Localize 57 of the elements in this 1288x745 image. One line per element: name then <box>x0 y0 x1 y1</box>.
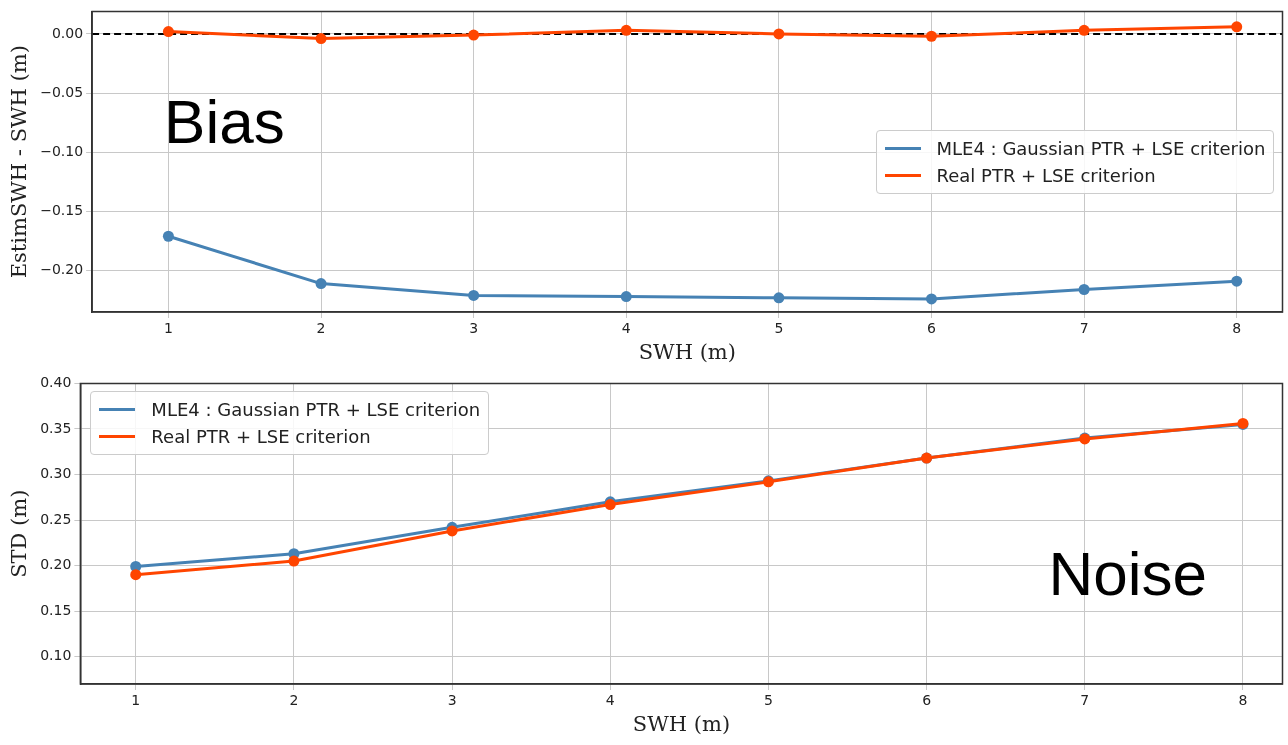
x-tick-label: 6 <box>927 320 937 337</box>
point <box>1078 24 1090 36</box>
y-tick-label: 0.35 <box>40 419 72 436</box>
legend-label: Real PTR + LSE criterion <box>151 426 371 448</box>
point <box>468 289 480 301</box>
x-tick-label: 3 <box>447 692 457 709</box>
x-tick-label: 1 <box>131 692 141 709</box>
y-tick-label: 0.20 <box>40 556 72 573</box>
y-axis-title: STD (m) <box>7 489 32 578</box>
x-tick-label: 4 <box>605 692 615 709</box>
point <box>620 24 632 36</box>
y-tick-label: −0.15 <box>40 202 84 219</box>
x-tick-label: 7 <box>1079 320 1089 337</box>
x-tick-label: 5 <box>763 692 773 709</box>
y-tick-label: −0.10 <box>40 142 84 159</box>
point <box>468 29 480 41</box>
point <box>130 569 142 581</box>
y-tick-label: 0.25 <box>40 510 72 527</box>
x-tick-label: 7 <box>1080 692 1090 709</box>
legend-label: MLE4 : Gaussian PTR + LSE criterion <box>151 399 481 421</box>
point <box>315 33 327 45</box>
y-tick-label: 0.10 <box>40 647 72 664</box>
legend-label: MLE4 : Gaussian PTR + LSE criterion <box>936 137 1266 159</box>
x-tick-label: 3 <box>469 320 479 337</box>
y-tick-label: 0.30 <box>40 465 72 482</box>
x-axis-title: SWH (m) <box>638 339 736 364</box>
point <box>773 292 785 304</box>
x-tick-label: 8 <box>1232 320 1242 337</box>
y-tick-label: 0.15 <box>40 601 72 618</box>
annotation: Noise <box>1048 538 1208 610</box>
point <box>925 30 937 42</box>
point <box>162 26 174 38</box>
x-tick-label: 6 <box>922 692 932 709</box>
point <box>288 555 300 567</box>
point <box>620 291 632 303</box>
x-tick-label: 8 <box>1238 692 1248 709</box>
x-tick-label: 4 <box>621 320 631 337</box>
point <box>1231 21 1243 33</box>
y-tick-label: 0.00 <box>51 24 84 41</box>
x-tick-label: 5 <box>774 320 784 337</box>
y-tick-label: −0.05 <box>40 83 84 100</box>
point <box>162 230 174 242</box>
point <box>315 278 327 290</box>
point <box>925 293 937 305</box>
y-tick-label: −0.20 <box>40 261 84 278</box>
x-tick-label: 2 <box>289 692 299 709</box>
point <box>446 525 458 537</box>
y-axis-title: EstimSWH - SWH (m) <box>7 45 32 279</box>
point <box>1078 284 1090 296</box>
x-tick-label: 1 <box>163 320 173 337</box>
x-axis-title: SWH (m) <box>632 711 731 736</box>
point <box>773 28 785 40</box>
annotation: Bias <box>164 86 285 158</box>
point <box>1231 275 1243 287</box>
x-tick-label: 2 <box>316 320 326 337</box>
y-tick-label: 0.40 <box>40 374 72 391</box>
legend-label: Real PTR + LSE criterion <box>936 164 1156 186</box>
